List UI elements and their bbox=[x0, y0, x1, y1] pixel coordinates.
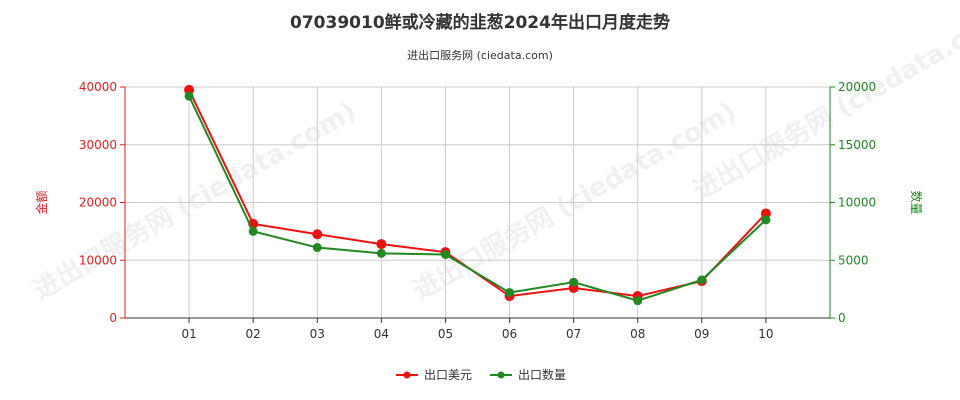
x-tick-label: 05 bbox=[438, 327, 453, 341]
x-tick-label: 02 bbox=[246, 327, 261, 341]
chart-subtitle: 进出口服务网 (ciedata.com) bbox=[407, 49, 553, 62]
series-point-2 bbox=[312, 243, 322, 253]
legend-label-1: 出口美元 bbox=[424, 368, 472, 382]
axes: 0 10000 20000 30000 40000 0 5000 10000 15000 2000… bbox=[34, 80, 924, 341]
legend: 出口美元 出口数量 bbox=[396, 367, 566, 382]
x-tick-label: 01 bbox=[181, 327, 196, 341]
x-tick-label: 08 bbox=[630, 327, 645, 341]
y-left-axis-label: 金额 bbox=[34, 190, 49, 214]
series-point-2 bbox=[440, 249, 450, 259]
y-right-tick-label: 5000 bbox=[838, 253, 869, 267]
y-right-axis-label: 数量 bbox=[909, 190, 924, 214]
y-left-tick-label: 0 bbox=[109, 311, 117, 325]
y-right-tick-label: 10000 bbox=[838, 196, 876, 210]
series-point-2 bbox=[697, 275, 707, 285]
series-point-2 bbox=[184, 91, 194, 101]
series-layer bbox=[184, 84, 771, 306]
y-left-tick-label: 40000 bbox=[79, 80, 117, 94]
series-point-2 bbox=[248, 226, 258, 236]
legend-marker-2 bbox=[497, 371, 505, 379]
series-line-1 bbox=[188, 89, 767, 298]
x-tick-label: 04 bbox=[374, 327, 389, 341]
legend-marker-1 bbox=[403, 371, 411, 379]
series-point-1 bbox=[760, 208, 771, 219]
series-point-2 bbox=[569, 277, 579, 287]
series-point-1 bbox=[376, 239, 387, 250]
series-line-2 bbox=[188, 95, 767, 302]
chart-title: 07039010鲜或冷藏的韭葱2024年出口月度走势 bbox=[290, 13, 670, 33]
x-tick-label: 06 bbox=[502, 327, 517, 341]
y-right-tick-label: 15000 bbox=[838, 138, 876, 152]
series-point-2 bbox=[633, 296, 643, 306]
series-point-2 bbox=[376, 248, 386, 258]
x-tick-label: 09 bbox=[694, 327, 709, 341]
series-point-2 bbox=[505, 288, 515, 298]
y-right-tick-label: 20000 bbox=[838, 80, 876, 94]
y-left-tick-label: 30000 bbox=[79, 138, 117, 152]
y-left-tick-label: 20000 bbox=[79, 196, 117, 210]
grid-lines bbox=[125, 86, 830, 319]
series-point-2 bbox=[761, 215, 771, 225]
legend-label-2: 出口数量 bbox=[518, 367, 566, 382]
y-right-tick-label: 0 bbox=[838, 311, 846, 325]
x-tick-label: 10 bbox=[758, 327, 773, 341]
y-left-tick-label: 10000 bbox=[79, 253, 117, 267]
x-tick-label: 03 bbox=[310, 327, 325, 341]
series-point-1 bbox=[312, 229, 323, 240]
x-tick-label: 07 bbox=[566, 327, 581, 341]
series-point-1 bbox=[184, 84, 195, 95]
